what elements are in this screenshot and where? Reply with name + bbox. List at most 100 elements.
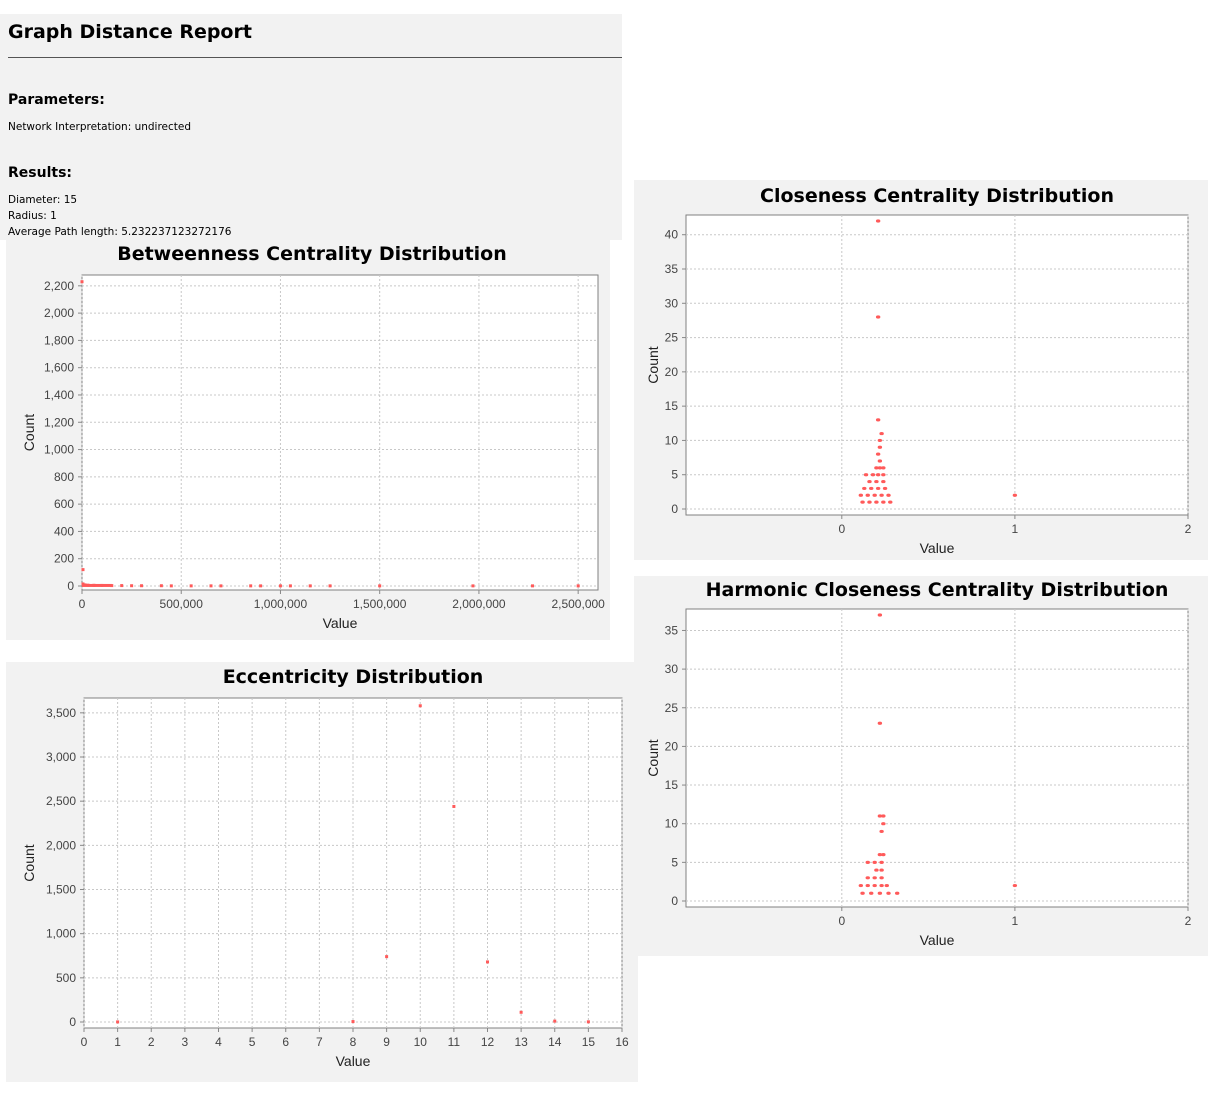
data-point <box>881 853 886 857</box>
data-point <box>869 891 874 895</box>
data-point <box>116 1020 120 1024</box>
data-point <box>879 860 884 864</box>
data-point <box>553 1019 557 1023</box>
x-tick-label: 14 <box>548 1035 562 1049</box>
y-tick-label: 500 <box>56 971 76 985</box>
parameters-heading: Parameters: <box>8 92 105 108</box>
y-tick-label: 400 <box>54 524 74 538</box>
data-point <box>863 473 869 477</box>
harmonic-chart-panel: Harmonic Closeness Centrality Distributi… <box>634 576 1208 956</box>
data-point <box>881 500 886 504</box>
data-point <box>486 960 489 964</box>
data-point <box>881 473 886 477</box>
y-tick-label: 2,000 <box>44 306 74 320</box>
data-point <box>872 493 877 497</box>
y-tick-label: 20 <box>665 365 679 379</box>
chart-title: Closeness Centrality Distribution <box>760 185 1114 207</box>
x-tick-label: 3 <box>182 1035 189 1049</box>
y-axis-label: Count <box>21 414 37 451</box>
x-tick-label: 1 <box>1012 522 1019 536</box>
data-point <box>877 613 883 617</box>
data-point <box>81 568 85 572</box>
y-tick-label: 200 <box>54 552 74 566</box>
chart-title: Betweenness Centrality Distribution <box>117 243 507 265</box>
x-tick-label: 1 <box>114 1035 121 1049</box>
x-tick-label: 7 <box>316 1035 323 1049</box>
y-tick-label: 5 <box>671 855 678 869</box>
x-tick-label: 2 <box>1185 522 1192 536</box>
betweenness-chart: Betweenness Centrality Distribution 0 500,… <box>21 243 605 631</box>
y-tick-label: 1,800 <box>44 333 74 347</box>
data-point <box>872 883 877 888</box>
y-tick-label: 15 <box>665 399 679 413</box>
data-point <box>877 445 883 449</box>
data-point <box>862 486 867 491</box>
y-tick-label: 20 <box>665 739 679 753</box>
data-point <box>870 473 876 477</box>
y-tick-label: 10 <box>665 433 679 447</box>
y-tick-label: 1,500 <box>46 883 76 897</box>
data-point <box>586 1020 590 1024</box>
plot-area <box>81 274 599 591</box>
x-axis-label: Value <box>336 1053 371 1069</box>
x-axis-label: Value <box>920 540 955 556</box>
data-point <box>385 955 389 959</box>
y-tick-label: 2,200 <box>44 279 74 293</box>
x-tick-label: 0 <box>838 914 845 928</box>
x-tick-label: 6 <box>282 1035 289 1049</box>
data-point <box>884 883 889 888</box>
diameter-value: Diameter: 15 <box>8 194 78 206</box>
data-point <box>869 486 874 491</box>
data-point <box>328 584 332 588</box>
x-axis-label: Value <box>323 615 358 631</box>
data-point <box>452 804 456 808</box>
data-point <box>877 459 883 463</box>
data-point <box>879 868 884 872</box>
data-point <box>875 219 881 223</box>
y-tick-label: 10 <box>665 817 679 831</box>
chart-title: Eccentricity Distribution <box>223 666 484 688</box>
x-axis-label: Value <box>920 932 955 948</box>
y-tick-label: 2,500 <box>46 794 76 808</box>
data-point <box>877 438 883 443</box>
data-point <box>872 860 877 864</box>
y-tick-label: 35 <box>665 262 679 276</box>
y-tick-label: 25 <box>665 701 679 715</box>
harmonic-chart: Harmonic Closeness Centrality Distributi… <box>645 579 1192 948</box>
plot-area <box>685 608 1189 908</box>
x-tick-label: 2,500,000 <box>551 597 605 611</box>
eccentricity-chart-panel: Eccentricity Distribution 0 1 2 3 4 5 6 7 8 9 10 11 1… <box>6 662 638 1082</box>
data-point <box>886 493 891 497</box>
y-tick-label: 5 <box>671 468 678 482</box>
data-point <box>879 493 884 497</box>
y-tick-label: 3,000 <box>46 750 76 764</box>
y-tick-label: 600 <box>54 497 74 511</box>
data-point <box>865 860 870 864</box>
dense-points-band <box>82 583 112 587</box>
data-point <box>874 479 879 484</box>
data-point <box>881 466 886 470</box>
chart-title: Harmonic Closeness Centrality Distributi… <box>706 579 1169 601</box>
y-tick-label: 1,000 <box>46 927 76 941</box>
data-point <box>858 493 864 497</box>
x-tick-label: 1,500,000 <box>353 597 407 611</box>
y-axis-label: Count <box>645 739 661 776</box>
y-tick-label: 0 <box>69 1015 76 1029</box>
data-point <box>867 479 872 484</box>
radius-value: Radius: 1 <box>8 210 57 222</box>
x-tick-label: 4 <box>215 1035 222 1049</box>
data-point <box>877 853 883 857</box>
y-tick-label: 30 <box>665 296 679 310</box>
data-point <box>418 704 422 708</box>
data-point <box>1012 493 1018 497</box>
y-tick-label: 30 <box>665 662 679 676</box>
data-point <box>872 876 877 880</box>
average-path-length-value: Average Path length: 5.232237123272176 <box>8 226 232 238</box>
data-point <box>875 473 881 477</box>
y-axis-label: Count <box>645 346 661 383</box>
y-axis-label: Count <box>21 844 37 881</box>
data-point <box>865 876 870 880</box>
data-point <box>209 584 213 588</box>
data-point <box>120 584 124 588</box>
